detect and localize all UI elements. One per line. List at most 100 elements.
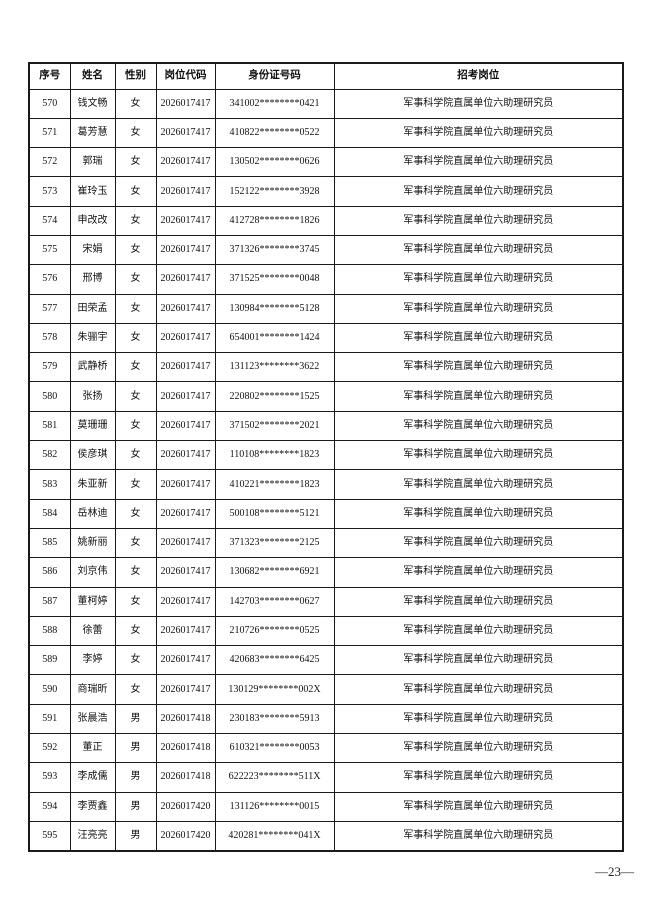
cell-index: 591 — [28, 703, 71, 735]
table-header-row: 序号 姓名 性别 岗位代码 身份证号码 招考岗位 — [28, 62, 624, 90]
table-header: 序号 姓名 性别 岗位代码 身份证号码 招考岗位 — [28, 62, 624, 90]
table-row: 577 田荣孟女 2026017417 130984********5128 军事科学院… — [28, 293, 624, 324]
cell-position: 军事科学院直属单位六助理研究员 — [333, 381, 624, 412]
cell-job-code: 2026017417 — [155, 410, 216, 442]
cell-name: 董柯婷 — [69, 586, 116, 617]
cell-gender: 女 — [114, 147, 157, 178]
cell-index: 587 — [28, 586, 71, 617]
cell-index: 586 — [28, 557, 71, 588]
cell-index: 588 — [28, 615, 71, 647]
cell-gender: 女 — [114, 381, 157, 412]
cell-id-number: 410822********0522 — [214, 117, 335, 149]
cell-name: 刘京伟 — [69, 557, 116, 588]
table-row: 571 葛芳慧女 2026017417 410822********0522 军事科学院… — [28, 117, 624, 149]
cell-job-code: 2026017418 — [155, 703, 216, 735]
cell-job-code: 2026017417 — [155, 147, 216, 178]
cell-id-number: 420281********041X — [214, 820, 335, 852]
cell-gender: 女 — [114, 293, 157, 324]
cell-name: 李成儒 — [69, 762, 116, 793]
header-cell-id-number: 身份证号码 — [214, 62, 335, 90]
cell-index: 570 — [28, 88, 71, 119]
cell-name: 钱文畅 — [69, 88, 116, 119]
cell-job-code: 2026017417 — [155, 176, 216, 207]
cell-index: 595 — [28, 820, 71, 852]
cell-id-number: 371525********0048 — [214, 264, 335, 295]
cell-index: 575 — [28, 234, 71, 266]
cell-name: 郭瑞 — [69, 147, 116, 178]
cell-index: 584 — [28, 498, 71, 529]
cell-id-number: 371323********2125 — [214, 527, 335, 559]
cell-position: 军事科学院直属单位六助理研究员 — [333, 176, 624, 207]
cell-position: 军事科学院直属单位六助理研究员 — [333, 322, 624, 354]
table-row: 595 汪亮亮男 2026017420 420281********041X 军事科学院… — [28, 820, 624, 852]
cell-position: 军事科学院直属单位六助理研究员 — [333, 498, 624, 529]
cell-index: 576 — [28, 264, 71, 295]
cell-name: 李婷 — [69, 645, 116, 676]
cell-id-number: 371502********2021 — [214, 410, 335, 442]
cell-gender: 女 — [114, 645, 157, 676]
cell-position: 军事科学院直属单位六助理研究员 — [333, 527, 624, 559]
cell-name: 葛芳慧 — [69, 117, 116, 149]
cell-id-number: 220802********1525 — [214, 381, 335, 412]
cell-name: 莫珊珊 — [69, 410, 116, 442]
cell-job-code: 2026017417 — [155, 117, 216, 149]
cell-name: 崔玲玉 — [69, 176, 116, 207]
cell-name: 商瑞昕 — [69, 674, 116, 705]
cell-gender: 女 — [114, 88, 157, 119]
cell-position: 军事科学院直属单位六助理研究员 — [333, 205, 624, 236]
cell-id-number: 130129********002X — [214, 674, 335, 705]
cell-name: 邢博 — [69, 264, 116, 295]
cell-job-code: 2026017417 — [155, 586, 216, 617]
cell-name: 姚新丽 — [69, 527, 116, 559]
cell-gender: 女 — [114, 352, 157, 383]
cell-gender: 女 — [114, 527, 157, 559]
table-row: 572 郭瑞女 2026017417 130502********0626 军事科学院直… — [28, 147, 624, 178]
header-cell-position: 招考岗位 — [333, 62, 624, 90]
cell-index: 574 — [28, 205, 71, 236]
cell-position: 军事科学院直属单位六助理研究员 — [333, 645, 624, 676]
cell-position: 军事科学院直属单位六助理研究员 — [333, 791, 624, 822]
cell-gender: 女 — [114, 615, 157, 647]
cell-id-number: 130502********0626 — [214, 147, 335, 178]
cell-job-code: 2026017417 — [155, 557, 216, 588]
cell-job-code: 2026017417 — [155, 352, 216, 383]
cell-job-code: 2026017417 — [155, 264, 216, 295]
cell-name: 徐蕾 — [69, 615, 116, 647]
cell-index: 573 — [28, 176, 71, 207]
cell-position: 军事科学院直属单位六助理研究员 — [333, 615, 624, 647]
cell-index: 579 — [28, 352, 71, 383]
cell-gender: 女 — [114, 440, 157, 471]
cell-id-number: 131123********3622 — [214, 352, 335, 383]
cell-index: 580 — [28, 381, 71, 412]
cell-gender: 女 — [114, 264, 157, 295]
header-cell-job-code: 岗位代码 — [155, 62, 216, 90]
table-body: 570 钱文畅女 2026017417 341002********0421 军事科学院… — [28, 88, 624, 852]
cell-position: 军事科学院直属单位六助理研究员 — [333, 820, 624, 852]
cell-position: 军事科学院直属单位六助理研究员 — [333, 264, 624, 295]
cell-job-code: 2026017420 — [155, 820, 216, 852]
cell-id-number: 654001********1424 — [214, 322, 335, 354]
table-row: 591 张晨浩男 2026017418 230183********5913 军事科学院… — [28, 703, 624, 735]
table-row: 585 姚新丽女 2026017417 371323********2125 军事科学院… — [28, 527, 624, 559]
cell-position: 军事科学院直属单位六助理研究员 — [333, 703, 624, 735]
table-row: 590 商瑞昕女 2026017417 130129********002X 军事科学院… — [28, 674, 624, 705]
cell-gender: 女 — [114, 498, 157, 529]
cell-id-number: 371326********3745 — [214, 234, 335, 266]
cell-position: 军事科学院直属单位六助理研究员 — [333, 762, 624, 793]
cell-index: 581 — [28, 410, 71, 442]
cell-job-code: 2026017417 — [155, 322, 216, 354]
cell-job-code: 2026017417 — [155, 674, 216, 705]
cell-position: 军事科学院直属单位六助理研究员 — [333, 147, 624, 178]
cell-position: 军事科学院直属单位六助理研究员 — [333, 440, 624, 471]
cell-id-number: 210726********0525 — [214, 615, 335, 647]
cell-index: 582 — [28, 440, 71, 471]
cell-job-code: 2026017417 — [155, 381, 216, 412]
cell-job-code: 2026017417 — [155, 615, 216, 647]
cell-job-code: 2026017420 — [155, 791, 216, 822]
table-row: 589 李婷女 2026017417 420683********6425 军事科学院直… — [28, 645, 624, 676]
cell-gender: 女 — [114, 469, 157, 500]
cell-id-number: 410221********1823 — [214, 469, 335, 500]
cell-gender: 男 — [114, 791, 157, 822]
cell-position: 军事科学院直属单位六助理研究员 — [333, 586, 624, 617]
cell-name: 李贾鑫 — [69, 791, 116, 822]
